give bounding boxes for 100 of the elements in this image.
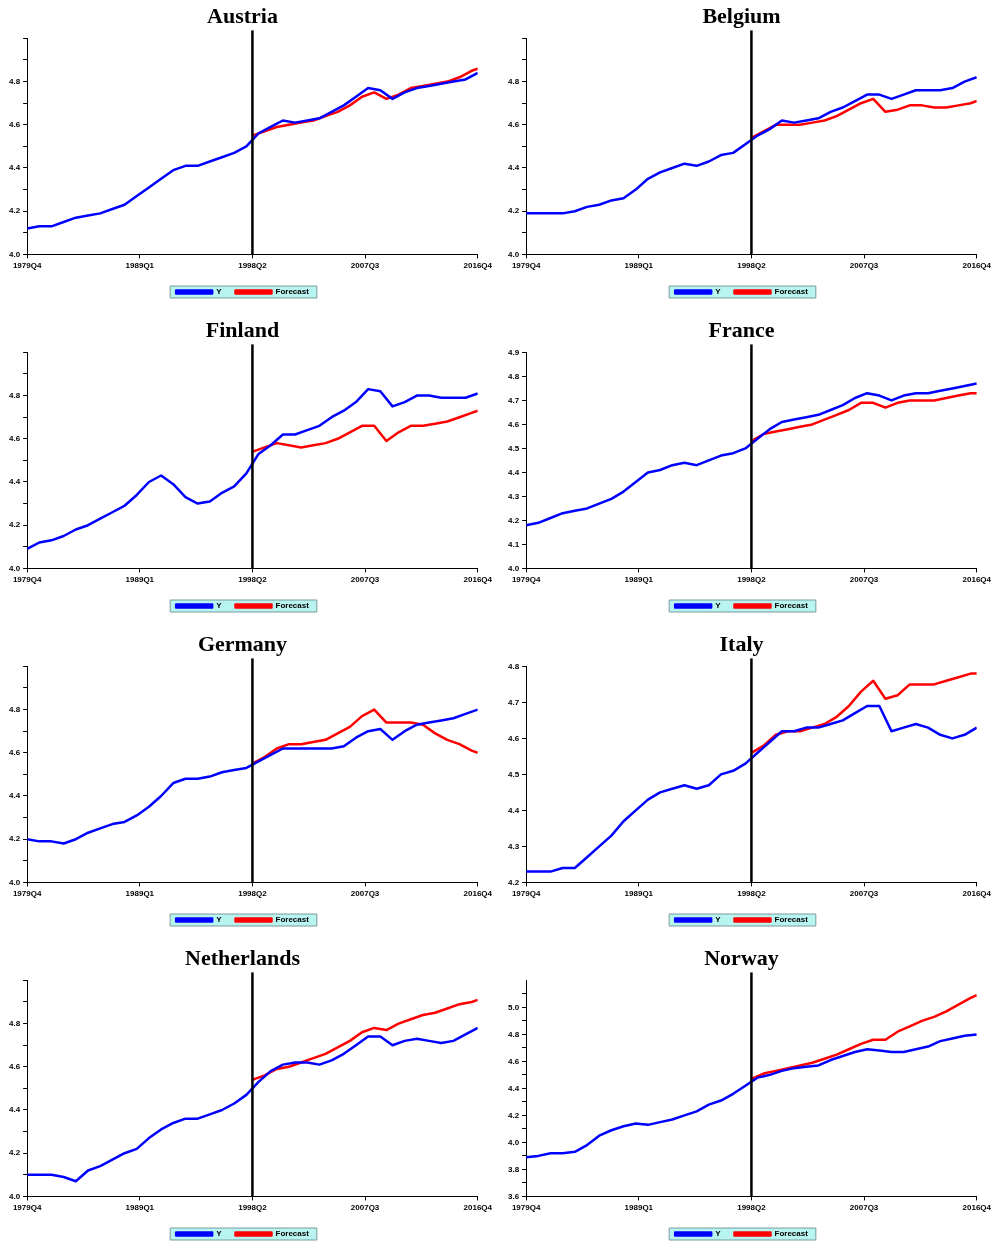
legend-label: Y [216, 287, 223, 297]
x-tick-label: 2007Q3 [849, 1203, 879, 1213]
chart-title: Netherlands [185, 944, 301, 970]
legend-label: Forecast [774, 1229, 809, 1239]
y-tick-label: 4.8 [9, 390, 21, 400]
x-tick-label: 1998Q2 [238, 1203, 268, 1213]
x-tick-label: 2016Q4 [962, 889, 992, 899]
x-tick-label: 2007Q3 [350, 575, 380, 585]
y-tick-label: 4.7 [508, 697, 520, 707]
x-tick-label: 2016Q4 [962, 261, 992, 271]
x-tick-label: 2016Q4 [463, 889, 493, 899]
chart-title: France [708, 316, 775, 342]
x-tick-label: 2007Q3 [849, 575, 879, 585]
y-tick-label: 4.2 [9, 206, 21, 216]
x-tick-label: 2016Q4 [463, 575, 493, 585]
legend-label: Y [216, 601, 223, 611]
y-tick-label: 4.0 [9, 249, 21, 259]
y-tick-label: 4.4 [9, 163, 21, 173]
legend-label: Forecast [275, 915, 310, 925]
y-tick-label: 4.0 [9, 1191, 21, 1201]
legend-label: Y [216, 915, 223, 925]
legend-label: Forecast [774, 915, 809, 925]
x-tick-label: 1998Q2 [737, 575, 767, 585]
legend-label: Forecast [275, 1229, 310, 1239]
y-tick-label: 4.6 [9, 120, 21, 129]
y-tick-label: 4.8 [508, 661, 520, 671]
legend-label: Y [715, 601, 722, 611]
x-tick-label: 1998Q2 [737, 889, 767, 899]
x-tick-label: 2016Q4 [962, 575, 992, 585]
y-tick-label: 3.8 [508, 1164, 520, 1174]
x-tick-label: 1979Q4 [511, 575, 541, 585]
x-tick-label: 1998Q2 [737, 261, 767, 271]
y-tick-label: 4.8 [9, 76, 21, 86]
x-tick-label: 1979Q4 [12, 1203, 42, 1213]
x-tick-label: 1998Q2 [238, 575, 268, 585]
x-tick-label: 2007Q3 [350, 889, 380, 899]
y-tick-label: 4.9 [508, 347, 520, 357]
legend-label: Forecast [275, 601, 310, 611]
y-tick-label: 4.3 [508, 491, 520, 501]
y-tick-label: 4.4 [9, 1105, 21, 1115]
y-tick-label: 4.6 [508, 419, 520, 429]
x-tick-label: 1989Q1 [125, 575, 155, 585]
x-tick-label: 1998Q2 [238, 889, 268, 899]
y-tick-label: 4.6 [9, 748, 21, 757]
x-tick-label: 1979Q4 [511, 889, 541, 899]
y-tick-label: 4.6 [9, 434, 21, 443]
x-tick-label: 2007Q3 [350, 261, 380, 271]
y-tick-label: 4.1 [508, 539, 520, 549]
x-tick-label: 1979Q4 [511, 1203, 541, 1213]
legend-label: Y [216, 1229, 223, 1239]
y-tick-label: 4.2 [9, 834, 21, 844]
y-tick-label: 4.2 [508, 877, 520, 887]
chart-title: Finland [205, 316, 280, 342]
legend-label: Y [715, 915, 722, 925]
y-tick-label: 4.0 [9, 877, 21, 887]
y-tick-label: 4.7 [508, 395, 520, 405]
x-tick-label: 1998Q2 [737, 1203, 767, 1213]
x-tick-label: 2016Q4 [463, 1203, 493, 1213]
x-tick-label: 1989Q1 [125, 261, 155, 271]
y-tick-label: 3.6 [508, 1191, 520, 1201]
y-tick-label: 4.4 [508, 163, 520, 173]
y-tick-label: 4.8 [508, 371, 520, 381]
y-tick-label: 4.4 [9, 791, 21, 801]
y-tick-label: 4.4 [508, 805, 520, 815]
y-tick-label: 4.5 [508, 443, 520, 453]
y-tick-label: 4.0 [508, 1137, 520, 1147]
x-tick-label: 1989Q1 [624, 575, 654, 585]
legend-label: Forecast [774, 287, 809, 297]
x-tick-label: 1989Q1 [624, 261, 654, 271]
y-tick-label: 4.3 [508, 841, 520, 851]
y-tick-label: 4.6 [508, 733, 520, 743]
y-tick-label: 5.0 [508, 1002, 520, 1012]
x-tick-label: 1979Q4 [511, 261, 541, 271]
y-tick-label: 4.4 [9, 477, 21, 487]
y-tick-label: 4.2 [508, 1110, 520, 1120]
y-tick-label: 4.2 [508, 515, 520, 525]
x-tick-label: 1989Q1 [125, 1203, 155, 1213]
legend-label: Y [715, 1229, 722, 1239]
chart-title: Austria [207, 2, 278, 28]
y-tick-label: 4.2 [508, 206, 520, 216]
x-tick-label: 1979Q4 [12, 261, 42, 271]
y-tick-label: 4.6 [508, 1056, 520, 1066]
legend-label: Forecast [774, 601, 809, 611]
y-tick-label: 4.0 [508, 249, 520, 259]
x-tick-label: 1989Q1 [125, 889, 155, 899]
x-tick-label: 2007Q3 [350, 1203, 380, 1213]
x-tick-label: 1979Q4 [12, 575, 42, 585]
y-tick-label: 4.5 [508, 769, 520, 779]
chart-title: Norway [704, 944, 779, 970]
chart-title: Belgium [702, 2, 781, 28]
y-tick-label: 4.2 [9, 1148, 21, 1158]
chart-title: Germany [197, 630, 288, 656]
x-tick-label: 2016Q4 [463, 261, 493, 271]
x-tick-label: 2007Q3 [849, 261, 879, 271]
y-tick-label: 4.4 [508, 1083, 520, 1093]
x-tick-label: 1989Q1 [624, 889, 654, 899]
x-tick-label: 2016Q4 [962, 1203, 992, 1213]
x-tick-label: 1998Q2 [238, 261, 268, 271]
y-tick-label: 4.4 [508, 467, 520, 477]
legend-label: Y [715, 287, 722, 297]
